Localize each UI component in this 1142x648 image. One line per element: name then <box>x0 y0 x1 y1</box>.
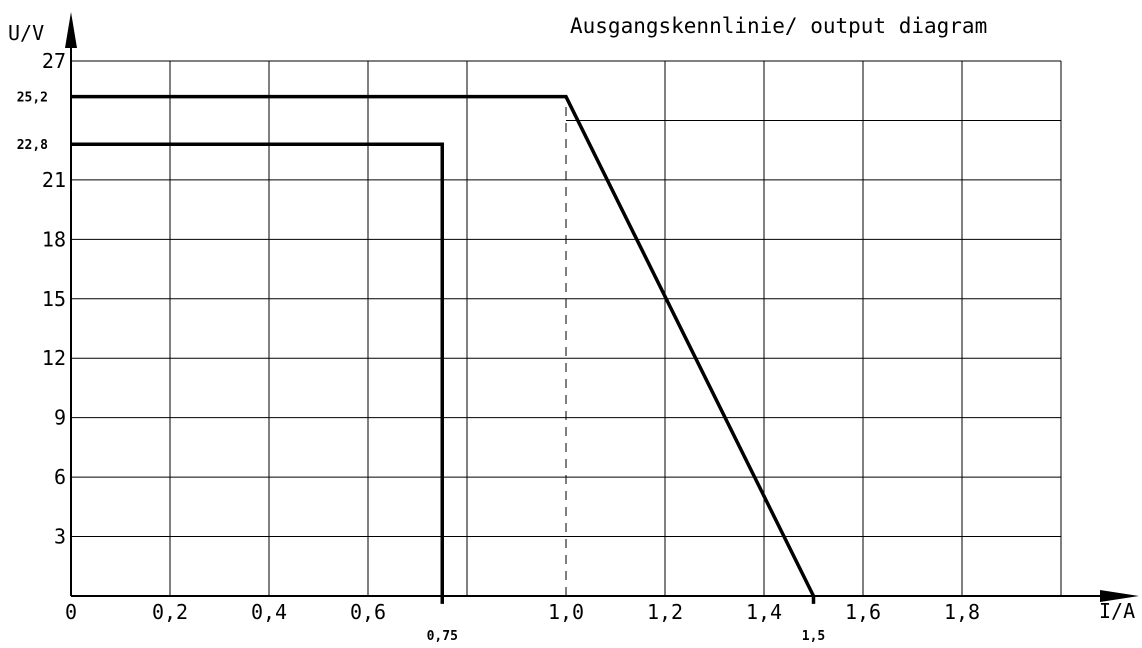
x-axis-arrow <box>1100 590 1139 602</box>
y-axis-arrow <box>65 12 77 48</box>
y-tick-label: 21 <box>42 168 66 192</box>
chart-title: Ausgangskennlinie/ output diagram <box>570 14 987 38</box>
tick-labels: 0 0,2 0,4 0,6 1,0 1,2 1,4 1,6 1,8 0,75 1,5 3 6 9 12 15 1… <box>17 49 980 644</box>
x-tick-label: 1,2 <box>647 600 683 624</box>
x-tick-label: 1,0 <box>548 600 584 624</box>
x-tick-label: 1,8 <box>944 600 980 624</box>
y-tick-label: 6 <box>54 465 66 489</box>
x-tick-label: 0,2 <box>152 600 188 624</box>
x-extra-tick-label: 0,75 <box>427 629 458 644</box>
y-tick-label: 27 <box>42 49 66 73</box>
y-tick-label: 18 <box>42 227 66 251</box>
x-tick-label: 0 <box>65 600 77 624</box>
y-axis-label: U/V <box>8 21 44 45</box>
y-tick-label: 15 <box>42 287 66 311</box>
x-tick-label: 1,6 <box>845 600 881 624</box>
axes <box>65 12 1139 602</box>
x-tick-label: 0,4 <box>251 600 287 624</box>
y-extra-tick-label: 22,8 <box>17 138 48 153</box>
y-extra-tick-label: 25,2 <box>17 91 48 106</box>
x-axis-label: I/A <box>1099 599 1135 623</box>
x-extra-tick-label: 1,5 <box>802 629 825 644</box>
x-tick-label: 1,4 <box>746 600 782 624</box>
series-lines <box>71 94 816 604</box>
y-tick-label: 3 <box>54 525 66 549</box>
y-tick-label: 9 <box>54 406 66 430</box>
y-tick-label: 12 <box>42 346 66 370</box>
grid <box>71 60 1062 596</box>
series-line-2 <box>71 142 444 604</box>
x-tick-label: 0,6 <box>350 600 386 624</box>
series-line-1 <box>71 94 816 604</box>
